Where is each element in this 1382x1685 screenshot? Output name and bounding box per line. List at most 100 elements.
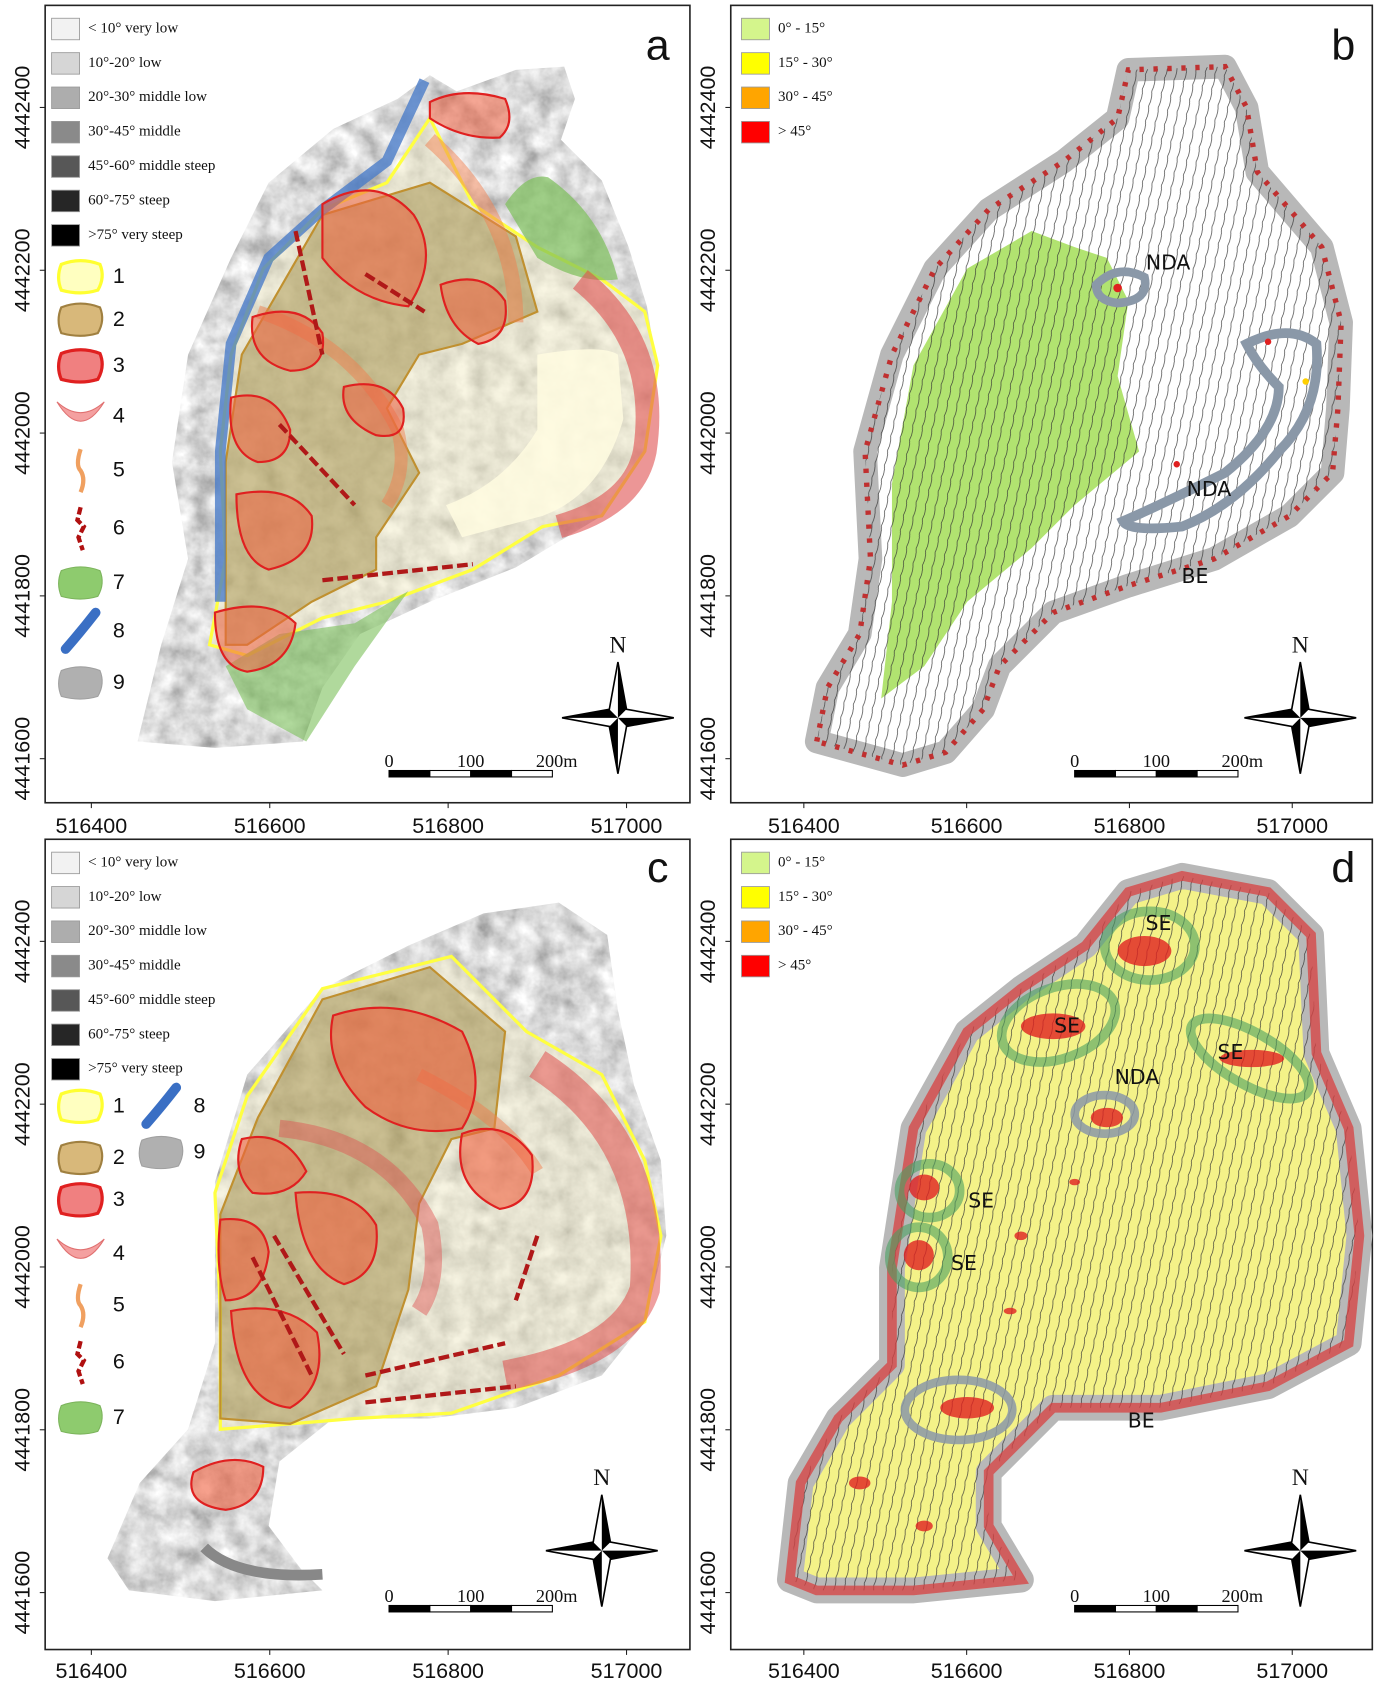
y-tick-label: 4442400: [696, 899, 720, 983]
map-path: [213, 605, 297, 673]
legend-swatch: [741, 52, 770, 75]
scale-bar-segment: [1074, 1604, 1117, 1613]
legend-swatch: [51, 886, 80, 909]
scale-bar-segment: [1155, 769, 1198, 778]
annotation: NDA: [1115, 1065, 1160, 1089]
legend-label: 20°-30° middle low: [88, 923, 207, 939]
map-ellipse: [1117, 935, 1172, 967]
y-tick-label: 4441600: [696, 1551, 720, 1635]
legend-swatch: [51, 1058, 80, 1081]
annotation: SE: [951, 1251, 977, 1275]
y-tick-label: 4441800: [696, 1388, 720, 1472]
map-ellipse: [940, 1397, 995, 1419]
legend-number: 6: [113, 515, 125, 539]
y-tick-label: 4442000: [696, 391, 720, 475]
x-tick-label: 516400: [56, 1659, 128, 1683]
panel-label: a: [646, 22, 670, 70]
legend-symbol: [75, 1340, 87, 1385]
map-path: [293, 230, 325, 356]
legend-label: 30°-45° middle: [88, 124, 181, 140]
map-d: [729, 838, 1374, 1651]
map-path: [424, 134, 524, 323]
y-tick-label: 4441800: [10, 554, 34, 638]
y-tick-label: 4442400: [10, 66, 34, 150]
legend-swatch: [741, 121, 770, 144]
legend-label: 30° - 45°: [778, 923, 833, 939]
map-path: [237, 1135, 308, 1195]
panel-3: d 0° - 15° 15° - 30° 30° - 45° > 45° SE SE SE ND…: [696, 844, 1357, 1683]
map-path: [190, 1458, 265, 1511]
legend-number: 7: [113, 570, 125, 594]
map-path: [229, 394, 292, 464]
legend-number: 5: [113, 457, 125, 481]
scale-bar-label: 0: [384, 751, 393, 771]
legend-label: 0° - 15°: [778, 20, 825, 36]
map-g: [884, 906, 1314, 1293]
legend-label: > 45°: [778, 958, 811, 974]
north-label: N: [1292, 632, 1309, 658]
map-path: [364, 1341, 506, 1378]
map-ellipse: [1090, 1107, 1123, 1128]
map-path: [502, 1051, 661, 1391]
map-path: [513, 1235, 540, 1301]
legend-swatch: [51, 121, 80, 144]
map-g: [190, 1006, 534, 1511]
map-path: [1116, 328, 1322, 534]
scale-bar-segment: [388, 1604, 431, 1613]
map-g: [848, 935, 1285, 1532]
map-path: [294, 1191, 378, 1286]
legend-symbol: [56, 1088, 104, 1125]
map-a: [44, 4, 691, 804]
map-ellipse: [894, 1158, 965, 1223]
legend-number: 2: [113, 1145, 125, 1169]
legend-label: 30° - 45°: [778, 89, 833, 105]
map-circle: [1264, 338, 1272, 345]
legend-symbol: [58, 566, 103, 600]
legend-swatch: [741, 920, 770, 943]
y-tick-label: 4441800: [10, 1388, 34, 1472]
scale-bar-label: 100: [457, 1586, 484, 1606]
y-tick-label: 4441600: [10, 717, 34, 801]
map-circle: [1173, 461, 1180, 468]
y-tick-label: 4442200: [10, 228, 34, 312]
legend-swatch: [51, 52, 80, 75]
legend-swatch: [51, 1023, 80, 1047]
map-path: [277, 423, 357, 507]
legend-symbol: [141, 1082, 182, 1129]
annotation: SE: [1054, 1013, 1080, 1037]
legend-number: 6: [113, 1349, 125, 1373]
scale-bar-label: 200m: [536, 1586, 578, 1606]
map-path: [321, 189, 428, 308]
map-path: [322, 562, 474, 583]
scale-bar-segment: [470, 1604, 513, 1613]
map-path: [200, 1543, 323, 1581]
x-tick-label: 516800: [1094, 814, 1166, 838]
scale-bar-label: 100: [457, 751, 484, 771]
y-tick-label: 4441600: [10, 1551, 34, 1635]
scale-bar-label: 100: [1143, 1586, 1170, 1606]
scale-bar-segment: [1074, 769, 1117, 778]
x-tick-label: 517000: [591, 1659, 663, 1683]
legend-swatch: [51, 989, 80, 1012]
north-label: N: [609, 632, 626, 658]
map-g: [213, 92, 511, 673]
legend-swatch: [51, 954, 80, 978]
legend-number: 1: [113, 264, 125, 288]
map-ellipse: [996, 979, 1121, 1067]
map-ellipse: [1099, 906, 1200, 985]
y-tick-label: 4442400: [696, 66, 720, 150]
north-arrow-shade: [562, 661, 674, 774]
legend-label: 45°-60° middle steep: [88, 158, 215, 174]
legend-symbol: [56, 1182, 104, 1218]
legend-label: < 10° very low: [88, 20, 178, 36]
scale-bar-label: 0: [1070, 1586, 1079, 1606]
legend-label: 60°-75° steep: [88, 1026, 170, 1042]
map-ellipse: [1003, 1307, 1017, 1315]
legend-number: 8: [113, 619, 125, 643]
legend-symbol: [60, 607, 101, 654]
y-tick-label: 4442200: [10, 1062, 34, 1146]
scale-bar-label: 0: [384, 1586, 393, 1606]
legend-label: 15° - 30°: [778, 889, 833, 905]
annotation: NDA: [1187, 477, 1232, 501]
